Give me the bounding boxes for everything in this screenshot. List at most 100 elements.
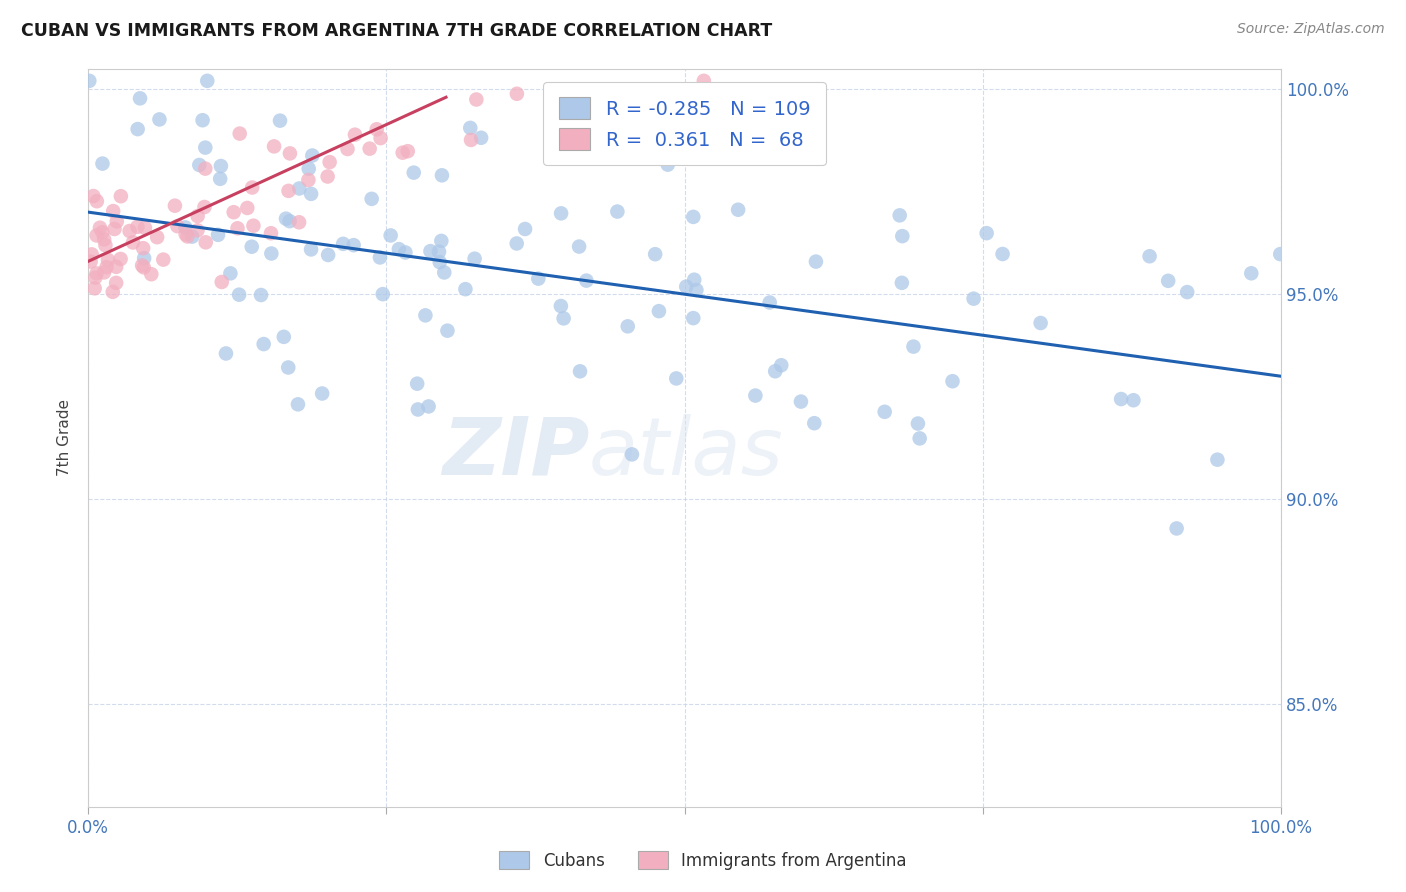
Point: [311, 386, 333, 401]
Point: [288, 215, 311, 229]
Point: [1166, 521, 1188, 535]
Legend: Cubans, Immigrants from Argentina: Cubans, Immigrants from Argentina: [492, 845, 914, 877]
Point: [299, 243, 322, 257]
Point: [253, 337, 276, 351]
Point: [93, 232, 115, 246]
Point: [80, 247, 103, 261]
Point: [186, 223, 208, 237]
Point: [371, 287, 394, 301]
Point: [79, 74, 101, 88]
Point: [336, 142, 359, 156]
Point: [127, 122, 149, 136]
Point: [274, 211, 297, 226]
Point: [693, 74, 716, 88]
Point: [744, 388, 766, 402]
Point: [891, 229, 914, 244]
Point: [301, 148, 323, 162]
Point: [134, 220, 156, 235]
Point: [657, 158, 679, 172]
Point: [101, 285, 124, 299]
Text: Source: ZipAtlas.com: Source: ZipAtlas.com: [1237, 22, 1385, 37]
Point: [132, 260, 155, 275]
Point: [146, 230, 169, 244]
Point: [181, 229, 204, 244]
Point: [105, 214, 128, 228]
Point: [103, 222, 125, 236]
Point: [1029, 316, 1052, 330]
Point: [105, 276, 128, 290]
Point: [193, 200, 215, 214]
Point: [429, 255, 451, 269]
Point: [101, 204, 124, 219]
Point: [606, 204, 628, 219]
Text: ZIP: ZIP: [441, 414, 589, 491]
Point: [616, 319, 638, 334]
Point: [553, 311, 575, 326]
Point: [86, 266, 108, 280]
Point: [1139, 249, 1161, 263]
Point: [91, 156, 114, 170]
Point: [890, 276, 912, 290]
Point: [84, 270, 107, 285]
Point: [273, 330, 295, 344]
Point: [222, 205, 245, 219]
Point: [889, 208, 911, 222]
Point: [907, 417, 929, 431]
Point: [770, 358, 793, 372]
Point: [97, 252, 120, 267]
Point: [370, 131, 392, 145]
Point: [226, 221, 249, 235]
Point: [415, 309, 437, 323]
Point: [396, 144, 419, 158]
Point: [240, 240, 263, 254]
Point: [1206, 452, 1229, 467]
Point: [297, 173, 319, 187]
Point: [569, 364, 592, 378]
Point: [188, 158, 211, 172]
Point: [209, 159, 232, 173]
Point: [82, 189, 104, 203]
Point: [277, 184, 299, 198]
Point: [316, 169, 339, 184]
Point: [991, 247, 1014, 261]
Point: [122, 235, 145, 250]
Point: [288, 181, 311, 195]
Point: [436, 324, 458, 338]
Point: [152, 252, 174, 267]
Point: [727, 202, 749, 217]
Point: [110, 189, 132, 203]
Point: [141, 267, 163, 281]
Point: [260, 246, 283, 260]
Point: [1122, 393, 1144, 408]
Point: [209, 171, 232, 186]
Point: [908, 431, 931, 445]
Y-axis label: 7th Grade: 7th Grade: [58, 400, 72, 476]
Point: [458, 120, 481, 135]
Point: [287, 397, 309, 411]
Point: [506, 236, 529, 251]
Point: [683, 273, 706, 287]
Point: [790, 394, 813, 409]
Text: atlas: atlas: [589, 414, 785, 491]
Point: [94, 238, 117, 252]
Point: [430, 169, 453, 183]
Point: [263, 139, 285, 153]
Point: [215, 346, 238, 360]
Point: [433, 265, 456, 279]
Point: [550, 206, 572, 220]
Point: [343, 128, 366, 142]
Point: [1157, 274, 1180, 288]
Point: [132, 241, 155, 255]
Point: [506, 87, 529, 101]
Point: [391, 145, 413, 160]
Point: [260, 226, 283, 240]
Text: CUBAN VS IMMIGRANTS FROM ARGENTINA 7TH GRADE CORRELATION CHART: CUBAN VS IMMIGRANTS FROM ARGENTINA 7TH G…: [21, 22, 772, 40]
Point: [803, 416, 825, 430]
Point: [194, 140, 217, 154]
Point: [1175, 285, 1198, 299]
Point: [134, 251, 156, 265]
Point: [976, 226, 998, 240]
Point: [430, 234, 453, 248]
Point: [299, 186, 322, 201]
Point: [394, 245, 416, 260]
